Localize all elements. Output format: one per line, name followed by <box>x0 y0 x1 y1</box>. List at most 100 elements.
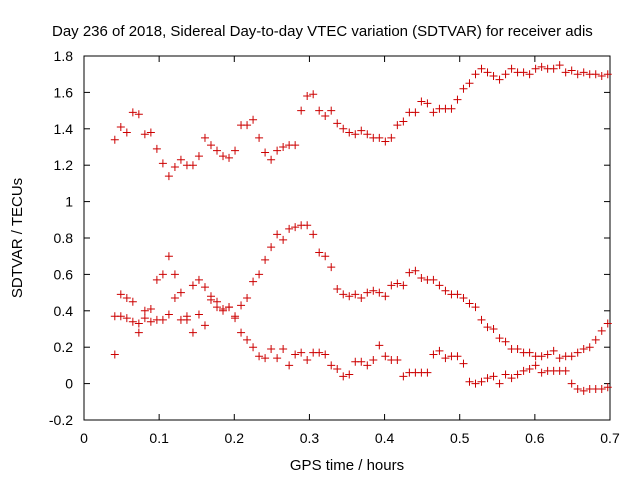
data-point-upper <box>531 64 540 73</box>
data-point-upper <box>363 130 372 139</box>
data-point-middle <box>122 294 131 303</box>
data-point-upper <box>453 95 462 104</box>
data-point-middle <box>513 345 522 354</box>
data-point-upper <box>519 68 528 77</box>
data-point-lower <box>423 368 432 377</box>
data-point-upper <box>465 79 474 88</box>
data-point-lower <box>597 385 606 394</box>
data-point-upper <box>567 66 576 75</box>
data-point-upper <box>213 146 222 155</box>
data-point-middle <box>261 255 270 264</box>
data-point-middle <box>585 343 594 352</box>
data-point-lower <box>471 379 480 388</box>
data-point-lower <box>573 385 582 394</box>
data-point-upper <box>573 70 582 79</box>
data-point-lower <box>429 350 438 359</box>
y-tick-label: 0.4 <box>54 303 74 319</box>
data-point-middle <box>200 283 209 292</box>
data-point-upper <box>327 106 336 115</box>
data-point-lower <box>303 355 312 364</box>
y-tick-label: 0.2 <box>54 339 74 355</box>
data-point-upper <box>507 64 516 73</box>
data-point-lower <box>381 352 390 361</box>
data-point-lower <box>158 315 167 324</box>
y-tick-label: -0.2 <box>49 412 73 428</box>
data-point-middle <box>483 323 492 332</box>
data-point-middle <box>188 281 197 290</box>
data-point-upper <box>579 68 588 77</box>
data-point-lower <box>273 354 282 363</box>
data-point-middle <box>339 290 348 299</box>
data-point-middle <box>393 279 402 288</box>
data-point-upper <box>477 64 486 73</box>
data-point-lower <box>291 350 300 359</box>
data-point-upper <box>128 108 137 117</box>
data-point-upper <box>261 148 270 157</box>
data-point-upper <box>164 172 173 181</box>
data-point-upper <box>291 141 300 150</box>
data-point-lower <box>333 365 342 374</box>
data-point-lower <box>435 346 444 355</box>
data-point-upper <box>459 84 468 93</box>
data-point-middle <box>327 263 336 272</box>
data-point-middle <box>387 281 396 290</box>
data-point-middle <box>110 350 119 359</box>
data-point-middle <box>459 294 468 303</box>
y-tick-label: 0 <box>65 376 73 392</box>
data-point-middle <box>429 275 438 284</box>
data-point-lower <box>579 386 588 395</box>
data-point-middle <box>255 270 264 279</box>
data-point-middle <box>549 346 558 355</box>
y-axis: -0.2 0 0.2 0.4 0.6 0.8 1 1.2 1.4 1.6 1.8 <box>49 48 610 428</box>
data-point-lower <box>200 321 209 330</box>
y-tick-label: 1.6 <box>54 84 74 100</box>
data-point-upper <box>495 75 504 84</box>
data-point-upper <box>170 163 179 172</box>
data-point-lower <box>206 295 215 304</box>
data-point-lower <box>243 335 252 344</box>
data-point-lower <box>267 345 276 354</box>
data-point-upper <box>297 106 306 115</box>
data-point-lower <box>249 343 258 352</box>
x-tick-label: 0.7 <box>600 430 620 446</box>
data-point-upper <box>501 70 510 79</box>
data-point-middle <box>303 221 312 230</box>
data-point-middle <box>164 252 173 261</box>
data-point-lower <box>519 366 528 375</box>
data-point-upper <box>152 144 161 153</box>
data-point-middle <box>134 328 143 337</box>
data-point-middle <box>411 266 420 275</box>
data-point-middle <box>158 270 167 279</box>
data-point-lower <box>279 345 288 354</box>
data-point-lower <box>194 310 203 319</box>
data-point-lower <box>375 341 384 350</box>
data-point-lower <box>122 314 131 323</box>
data-point-middle <box>357 294 366 303</box>
data-point-middle <box>363 288 372 297</box>
data-point-middle <box>501 337 510 346</box>
data-point-middle <box>603 319 612 328</box>
x-tick-label: 0.5 <box>450 430 470 446</box>
data-point-middle <box>453 290 462 299</box>
data-point-upper <box>381 137 390 146</box>
data-point-middle <box>543 350 552 359</box>
data-point-middle <box>267 243 276 252</box>
y-tick-label: 1.8 <box>54 48 74 64</box>
data-point-lower <box>285 361 294 370</box>
data-point-upper <box>273 146 282 155</box>
data-point-middle <box>291 223 300 232</box>
data-point-middle <box>333 284 342 293</box>
y-tick-label: 1.4 <box>54 121 74 137</box>
data-point-upper <box>243 121 252 130</box>
data-point-upper <box>471 70 480 79</box>
data-point-lower <box>116 312 125 321</box>
data-point-upper <box>603 70 612 79</box>
data-point-upper <box>447 104 456 113</box>
data-point-upper <box>309 90 318 99</box>
data-point-middle <box>152 275 161 284</box>
data-point-middle <box>237 301 246 310</box>
data-point-lower <box>453 352 462 361</box>
data-point-middle <box>471 303 480 312</box>
data-point-middle <box>435 281 444 290</box>
data-point-upper <box>122 128 131 137</box>
